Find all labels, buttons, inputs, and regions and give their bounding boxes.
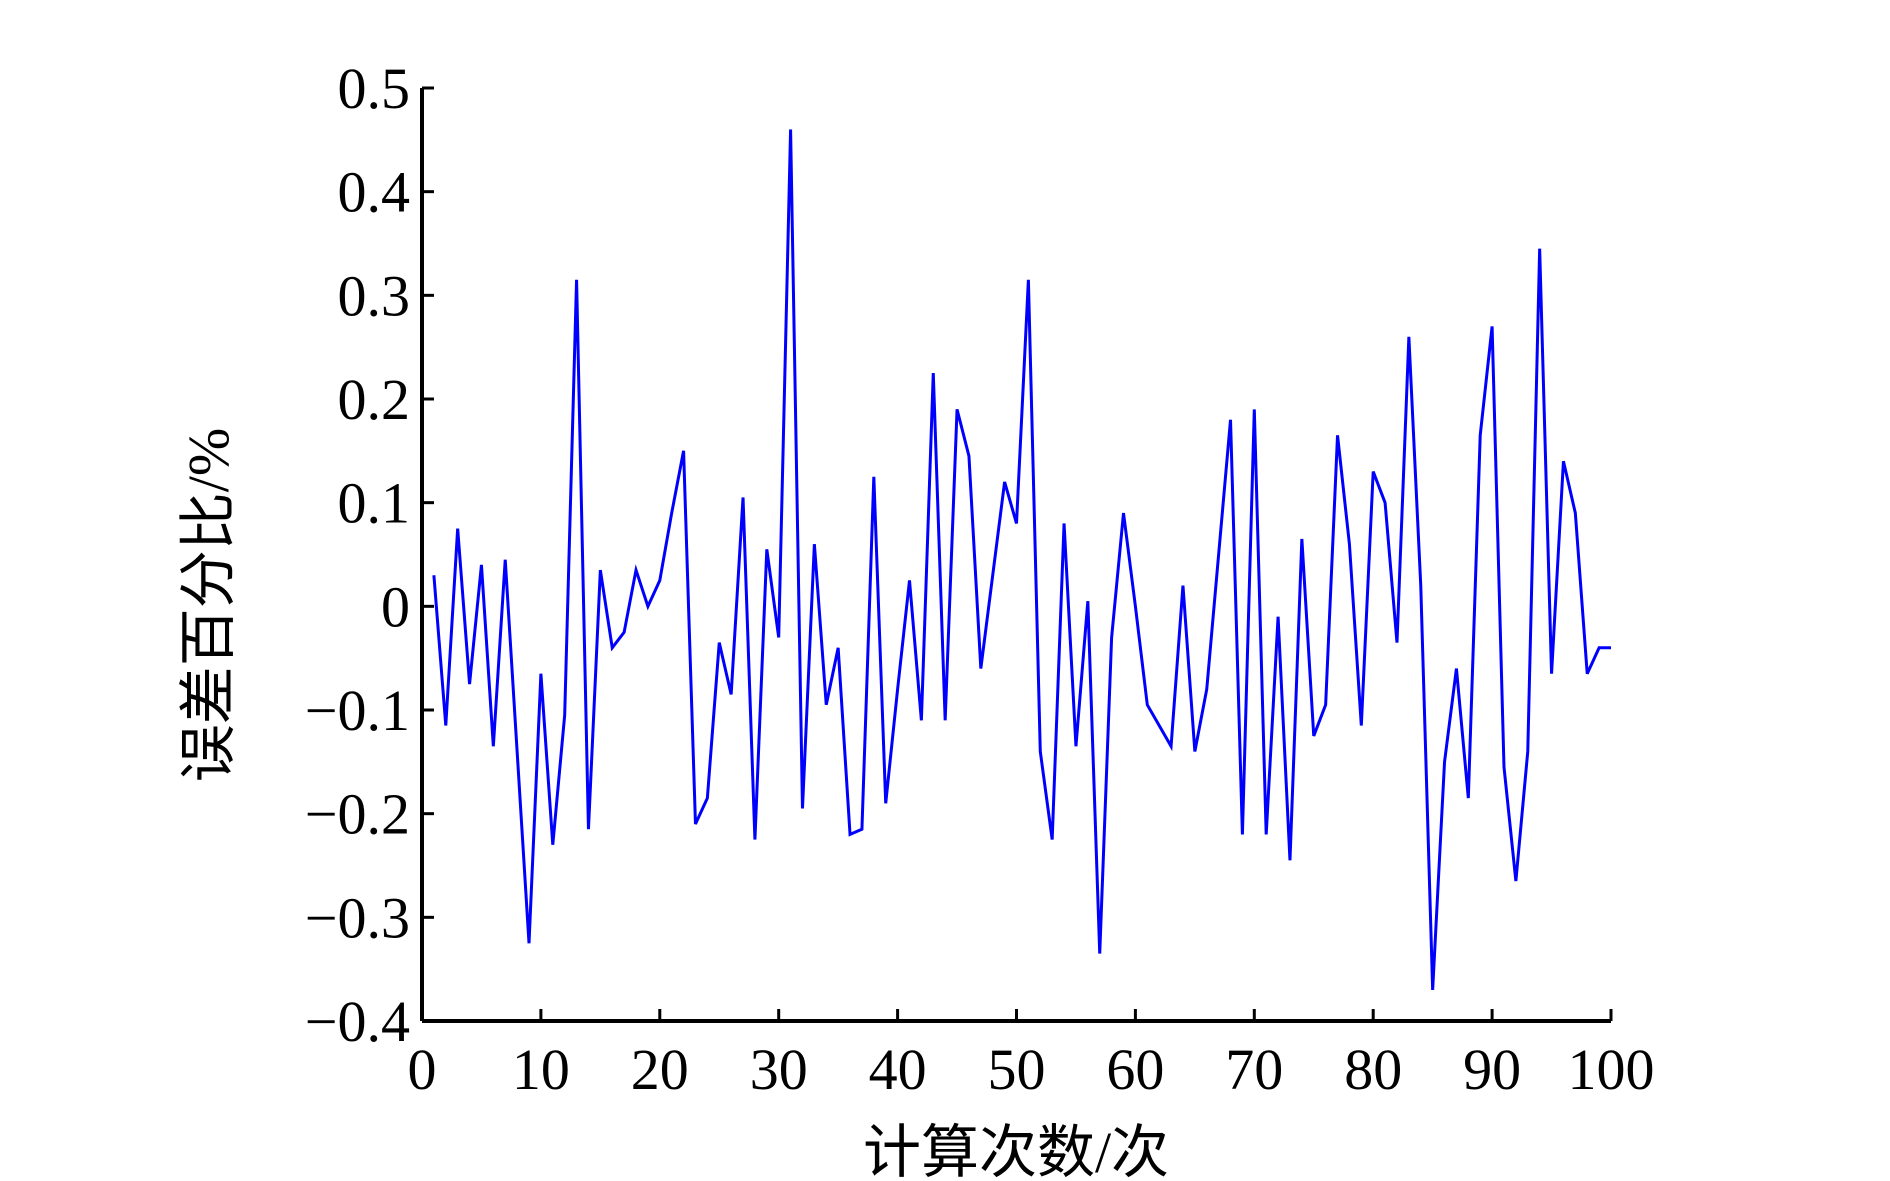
y-tick-label: 0.1 [338, 471, 411, 536]
y-tick-label: −0.1 [305, 678, 410, 743]
x-tick-label: 10 [512, 1037, 570, 1102]
x-tick-label: 0 [408, 1037, 437, 1102]
x-tick-label: 90 [1463, 1037, 1521, 1102]
y-tick-label: −0.3 [305, 885, 410, 950]
y-tick-label: −0.2 [305, 782, 410, 847]
x-tick-label: 70 [1225, 1037, 1283, 1102]
y-tick-label: 0.2 [338, 367, 411, 432]
x-axis-label: 计算次数/次 [863, 1120, 1169, 1181]
x-tick-label: 40 [869, 1037, 927, 1102]
x-tick-label: 80 [1344, 1037, 1402, 1102]
x-tick-label: 30 [750, 1037, 808, 1102]
y-tick-label: 0.3 [338, 263, 411, 328]
x-tick-label: 20 [631, 1037, 689, 1102]
x-tick-label: 100 [1568, 1037, 1655, 1102]
y-axis-label: 误差百分比/% [176, 428, 241, 782]
x-tick-label: 60 [1106, 1037, 1164, 1102]
data-line [432, 129, 1611, 990]
x-tick-label: 50 [988, 1037, 1046, 1102]
y-tick-label: 0 [381, 574, 410, 639]
y-tick-label: 0.4 [338, 160, 411, 225]
y-tick-label: −0.4 [305, 989, 410, 1054]
y-tick-label: 0.5 [338, 56, 411, 121]
